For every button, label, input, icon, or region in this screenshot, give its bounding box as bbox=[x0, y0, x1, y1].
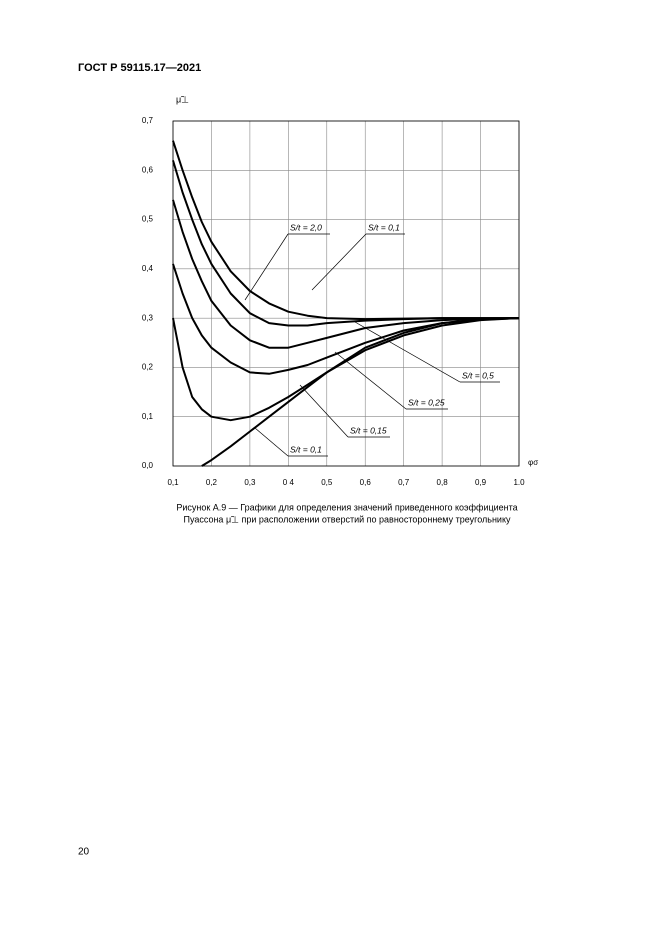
x-tick-label: 1.0 bbox=[513, 478, 525, 487]
curve bbox=[172, 263, 520, 375]
series-label: S/t = 0,25 bbox=[408, 397, 445, 407]
y-tick-label: 0,7 bbox=[142, 116, 154, 125]
x-tick-label: 0,9 bbox=[475, 478, 487, 487]
x-tick-label: 0,5 bbox=[321, 478, 333, 487]
series-label: S/t = 2,0 bbox=[290, 222, 322, 232]
y-tick-label: 0,6 bbox=[142, 165, 154, 174]
x-tick-label: 0,8 bbox=[437, 478, 449, 487]
leader-line bbox=[311, 233, 367, 291]
y-tick-label: 0,5 bbox=[142, 215, 154, 224]
x-tick-label: 0,3 bbox=[244, 478, 256, 487]
y-axis-label: μ̃⊥ bbox=[176, 94, 189, 104]
curve bbox=[172, 199, 520, 349]
x-tick-label: 0,2 bbox=[206, 478, 218, 487]
leader-line bbox=[244, 233, 289, 301]
leader-line bbox=[254, 427, 289, 457]
x-tick-label: 0,1 bbox=[167, 478, 179, 487]
series-label: S/t = 0,1 bbox=[290, 444, 322, 454]
x-tick-label: 0 4 bbox=[283, 478, 295, 487]
y-tick-label: 0,2 bbox=[142, 363, 154, 372]
y-tick-label: 0,0 bbox=[142, 461, 154, 470]
curve bbox=[172, 160, 519, 327]
x-tick-label: 0,6 bbox=[360, 478, 372, 487]
leader-line bbox=[354, 321, 461, 383]
caption-line: Пуассона μ̃⊥ при расположении отверстий … bbox=[183, 514, 511, 524]
header-title: ГОСТ Р 59115.17—2021 bbox=[78, 62, 201, 74]
x-axis-label: φσ bbox=[528, 458, 538, 467]
x-tick-label: 0,7 bbox=[398, 478, 410, 487]
plot-frame bbox=[172, 120, 520, 467]
y-tick-label: 0,4 bbox=[142, 264, 154, 273]
leader-line bbox=[299, 384, 349, 438]
series-label: S/t = 0,5 bbox=[462, 370, 494, 380]
series-label: S/t = 0,1 bbox=[368, 222, 400, 232]
caption-line: Рисунок А.9 — Графики для определения зн… bbox=[176, 502, 517, 512]
y-tick-label: 0,3 bbox=[142, 313, 154, 322]
y-tick-label: 0,1 bbox=[142, 412, 154, 421]
curve bbox=[172, 317, 520, 422]
series-label: S/t = 0,15 bbox=[350, 425, 387, 435]
leader-line bbox=[334, 351, 407, 410]
page-number: 20 bbox=[78, 847, 90, 858]
curve bbox=[201, 317, 520, 467]
